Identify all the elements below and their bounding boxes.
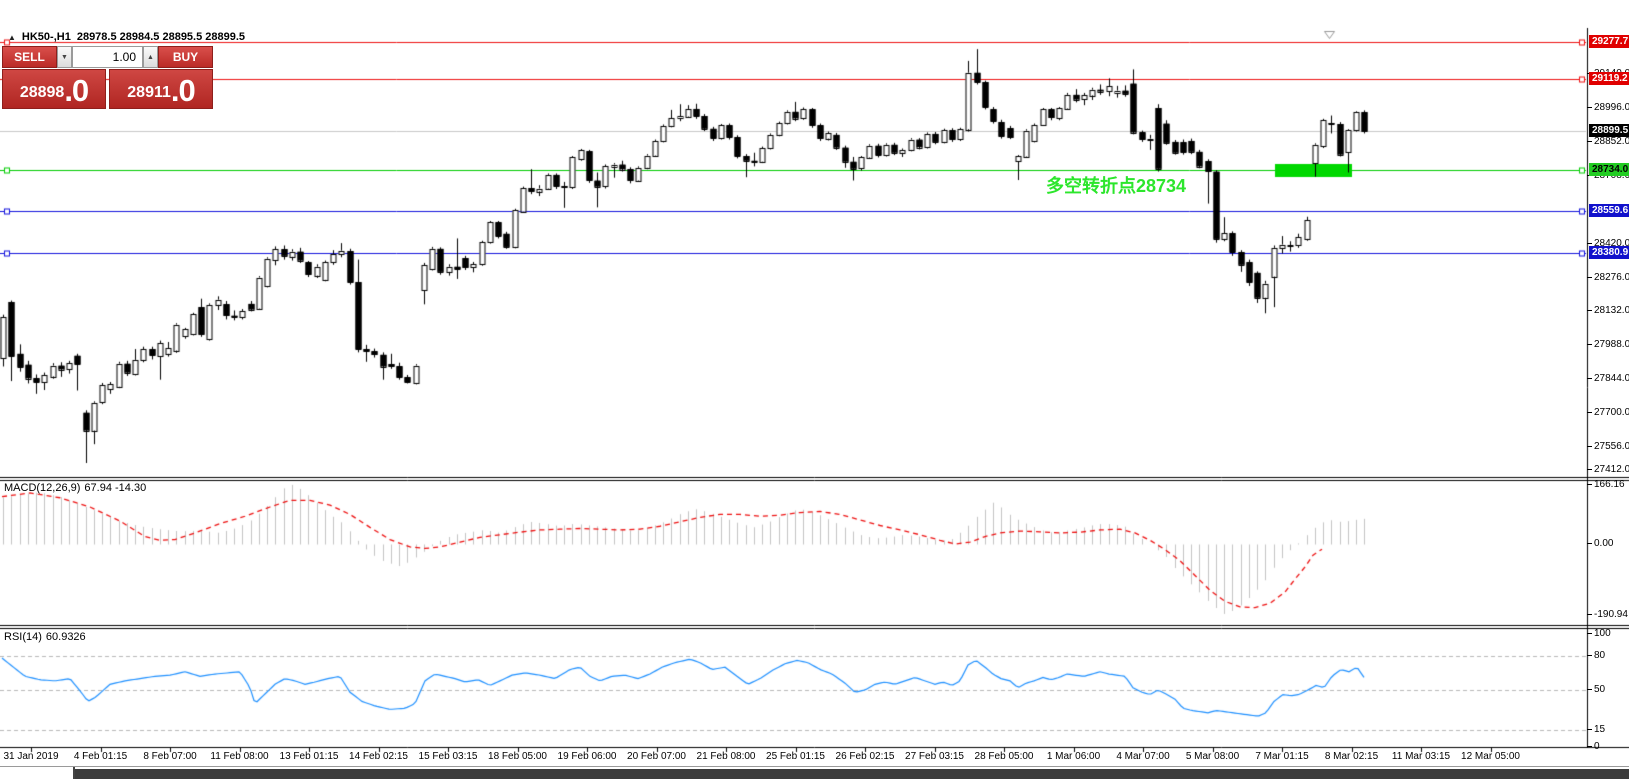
price-tick-label: 28276.0 [1586, 271, 1629, 283]
time-axis-label: 7 Mar 01:15 [1255, 751, 1309, 762]
volume-increase-button[interactable]: ▲ [143, 46, 158, 68]
macd-tick-label: 166.16 [1587, 479, 1625, 490]
time-axis-label: 8 Feb 07:00 [143, 751, 197, 762]
macd-name: MACD(12,26,9) [4, 482, 81, 494]
rsi-tick-label: 0 [1587, 741, 1600, 752]
macd-values: 67.94 -14.30 [84, 482, 147, 494]
buy-price-pips: .0 [170, 73, 196, 108]
time-axis-label: 18 Feb 05:00 [488, 751, 547, 762]
volume-input[interactable] [72, 46, 143, 68]
time-axis-label: 11 Mar 03:15 [1391, 751, 1451, 762]
time-axis-label: 12 Mar 05:00 [1461, 751, 1520, 762]
time-axis-label: 15 Feb 03:15 [418, 751, 478, 762]
chart-title: ▲ HK50-,H1 28978.5 28984.5 28895.5 28899… [8, 31, 245, 43]
time-axis-label: 8 Mar 02:15 [1324, 751, 1379, 762]
time-axis-label: 26 Feb 02:15 [835, 751, 895, 762]
time-axis-label: 19 Feb 06:00 [557, 751, 617, 762]
price-level-tag: 29277.7 [1589, 35, 1629, 49]
time-axis-label: 5 Mar 08:00 [1185, 751, 1240, 762]
macd-tick-label: -190.94 [1587, 608, 1628, 620]
price-tick-label: 27700.0 [1586, 407, 1629, 419]
rsi-value: 60.9326 [45, 631, 86, 643]
buy-price-box[interactable]: 28911 .0 [109, 69, 213, 109]
time-axis-label: 1 Mar 06:00 [1046, 751, 1101, 762]
pivot-annotation: 多空转折点28734 [1046, 176, 1187, 196]
price-level-tag: 28734.0 [1589, 163, 1629, 177]
symbol-name: HK50-,H1 [21, 31, 71, 43]
time-axis-label: 13 Feb 01:15 [279, 751, 339, 762]
time-axis-label: 14 Feb 02:15 [349, 751, 408, 762]
time-axis-label: 27 Feb 03:15 [905, 751, 964, 762]
macd-tick-label: 0.00 [1586, 538, 1614, 549]
rsi-tick-label: 80 [1586, 649, 1606, 661]
price-level-tag: 28380.9 [1589, 246, 1629, 260]
macd-indicator-label: MACD(12,26,9) 67.94 -14.30 [4, 482, 146, 494]
rsi-tick-label: 50 [1586, 684, 1606, 695]
bottom-left-box [0, 767, 75, 779]
sell-price-main: 28898 [19, 84, 65, 101]
rsi-pane-splitter[interactable] [0, 623, 1629, 628]
rsi-tick-label: 100 [1587, 628, 1611, 639]
rsi-tick-label: 15 [1586, 723, 1606, 735]
rsi-name: RSI(14) [4, 631, 42, 643]
rsi-indicator-label: RSI(14) 60.9326 [4, 631, 86, 643]
price-level-tag: 29119.2 [1589, 72, 1629, 86]
sell-button[interactable]: SELL [2, 46, 57, 68]
buy-price-main: 28911 [127, 84, 171, 101]
price-tick-label: 27844.0 [1586, 373, 1629, 385]
price-tick-label: 28132.0 [1586, 305, 1629, 317]
collapse-panel-arrow[interactable]: ▲ [8, 32, 16, 42]
time-axis-label: 11 Feb 08:00 [210, 751, 269, 762]
time-axis-label: 4 Mar 07:00 [1116, 751, 1170, 762]
price-tick-label: 27412.0 [1586, 464, 1629, 475]
price-tick-label: 27556.0 [1586, 441, 1629, 452]
sell-price-pips: .0 [64, 73, 89, 108]
price-tick-label: 27988.0 [1586, 339, 1629, 351]
price-level-tag: 28559.6 [1589, 204, 1629, 218]
bottom-panel-edge[interactable] [75, 769, 1629, 779]
time-axis-label: 25 Feb 01:15 [766, 751, 825, 762]
one-click-trading-panel: SELL ▼ ▲ BUY 28898 .0 28911 .0 [2, 46, 213, 109]
sell-price-box[interactable]: 28898 .0 [2, 69, 106, 109]
time-axis-label: 21 Feb 08:00 [696, 751, 756, 762]
buy-button[interactable]: BUY [158, 46, 213, 68]
bottom-divider [0, 766, 1629, 767]
volume-decrease-button[interactable]: ▼ [57, 46, 72, 68]
time-axis-label: 4 Feb 01:15 [73, 751, 128, 762]
price-tick-label: 28996.0 [1586, 102, 1629, 113]
time-axis-label: 28 Feb 05:00 [974, 751, 1034, 762]
price-tick-label: 28852.0 [1586, 135, 1629, 147]
time-axis-label: 31 Jan 2019 [3, 751, 59, 762]
price-tick-label: 28420.0 [1586, 237, 1629, 249]
current-price-tag: 28899.5 [1589, 124, 1629, 138]
macd-pane-splitter[interactable] [0, 475, 1629, 480]
symbol-ohlc: 28978.5 28984.5 28895.5 28899.5 [76, 31, 246, 43]
time-axis-label: 20 Feb 07:00 [627, 751, 686, 762]
